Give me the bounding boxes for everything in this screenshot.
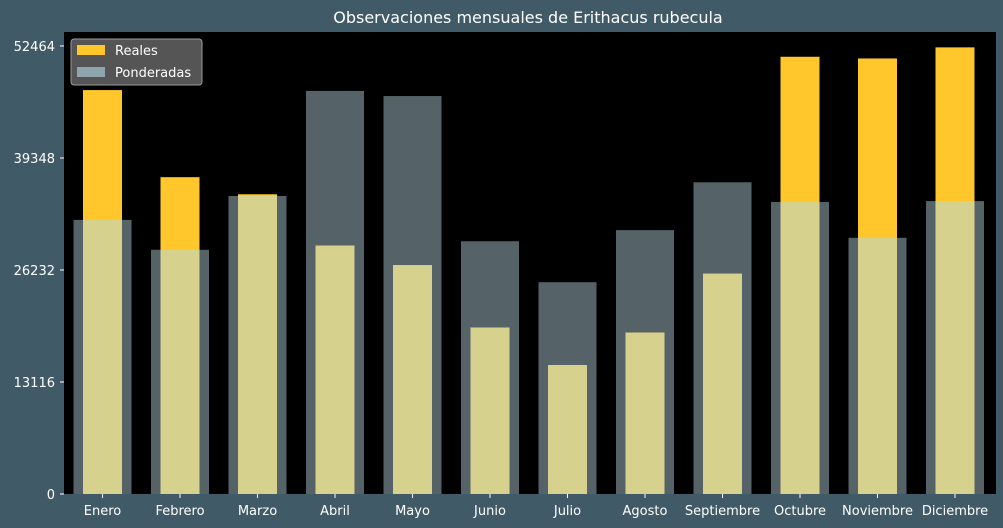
- chart-title: Observaciones mensuales de Erithacus rub…: [333, 8, 722, 27]
- bar-overlap-septiembre: [703, 273, 742, 494]
- y-tick-label-1: 13116: [14, 376, 55, 391]
- bar-overlap-enero: [83, 219, 122, 494]
- y-tick-label-4: 52464: [14, 40, 55, 55]
- legend-swatch-ponderadas: [77, 67, 105, 77]
- x-tick-label-octubre: Octubre: [774, 504, 826, 519]
- x-tick-label-agosto: Agosto: [623, 504, 668, 519]
- plot-area: [64, 32, 996, 494]
- x-tick-label-marzo: Marzo: [238, 504, 277, 519]
- x-tick-label-junio: Junio: [473, 504, 506, 519]
- bar-overlap-octubre: [780, 201, 820, 494]
- legend-label-reales: Reales: [115, 44, 158, 59]
- bar-overlap-junio: [470, 327, 510, 494]
- x-axis: Enero Febrero Marzo Abril Mayo Junio Julio Agos…: [84, 494, 988, 519]
- bar-overlap-diciembre: [935, 201, 975, 494]
- legend-label-ponderadas: Ponderadas: [115, 66, 191, 81]
- y-tick-label-2: 26232: [14, 264, 55, 279]
- bar-overlap-noviembre: [858, 237, 897, 494]
- bar-overlap-agosto: [625, 332, 665, 494]
- legend: Reales Ponderadas: [70, 38, 203, 86]
- x-tick-label-abril: Abril: [320, 504, 350, 519]
- bar-overlap-mayo: [393, 265, 432, 494]
- y-tick-label-3: 39348: [14, 152, 55, 167]
- x-tick-label-febrero: Febrero: [155, 504, 204, 519]
- legend-swatch-reales: [77, 45, 105, 55]
- x-tick-label-septiembre: Septiembre: [685, 504, 760, 519]
- series-overlap: [83, 195, 975, 495]
- y-axis: 0 13116 26232 39348 52464: [14, 40, 64, 503]
- x-tick-label-julio: Julio: [553, 504, 581, 519]
- x-tick-label-noviembre: Noviembre: [842, 504, 913, 519]
- x-tick-label-mayo: Mayo: [395, 504, 430, 519]
- bar-overlap-abril: [315, 245, 355, 494]
- bar-overlap-febrero: [160, 249, 200, 494]
- x-tick-label-enero: Enero: [84, 504, 122, 519]
- bar-overlap-marzo: [238, 195, 277, 495]
- x-tick-label-diciembre: Diciembre: [922, 504, 988, 519]
- y-tick-label-0: 0: [47, 488, 55, 503]
- bar-overlap-julio: [548, 365, 587, 494]
